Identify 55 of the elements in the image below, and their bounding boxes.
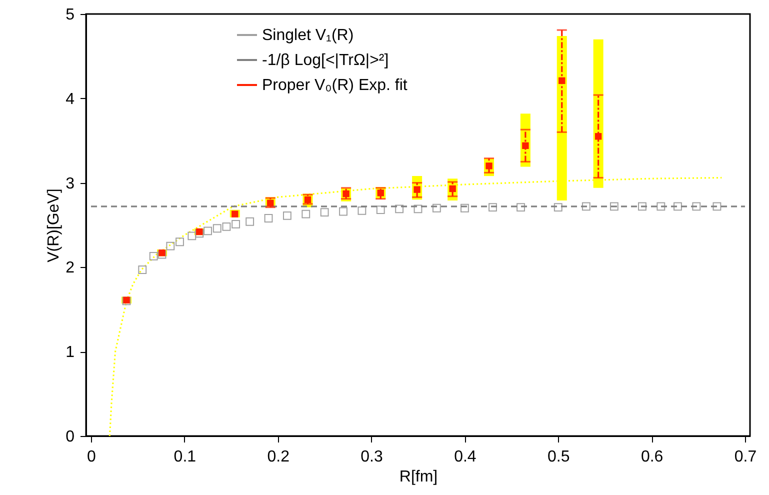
point [638, 202, 646, 211]
point [204, 226, 212, 236]
point [692, 202, 701, 211]
point [558, 77, 566, 84]
point [594, 133, 602, 140]
legend-label: -1/β Log[<|TrΩ|>²] [262, 52, 389, 69]
point [158, 250, 166, 259]
point [656, 202, 666, 211]
x-axis-title: R[fm] [399, 468, 438, 486]
x-tick-label: 0.3 [360, 448, 384, 466]
x-tick-label: 0.5 [548, 448, 570, 466]
point [460, 204, 469, 212]
point [195, 229, 204, 238]
point [395, 204, 404, 214]
point [246, 217, 254, 226]
point [414, 204, 422, 214]
point [176, 238, 184, 246]
y-tick-label: 5 [66, 6, 75, 24]
point [522, 142, 529, 150]
y-tick-label: 4 [66, 90, 75, 108]
point [376, 206, 385, 214]
y-tick-label: 2 [66, 260, 75, 277]
point [516, 203, 525, 212]
y-tick-label: 3 [66, 175, 75, 192]
point [188, 232, 196, 240]
point [712, 202, 722, 211]
point [264, 214, 273, 222]
point [320, 208, 329, 217]
point [166, 242, 175, 250]
x-tick-label: 0.4 [454, 448, 476, 466]
point [232, 220, 240, 228]
x-tick-label: 0.6 [640, 448, 664, 466]
y-axis-title: V(R)[GeV] [46, 188, 63, 262]
point [582, 202, 590, 211]
point [610, 202, 618, 211]
y-tick-label: 1 [66, 344, 75, 362]
point [282, 212, 292, 220]
point [222, 222, 231, 231]
legend-label: Proper V₀(R) Exp. fit [262, 77, 408, 94]
point [488, 203, 497, 212]
point [674, 202, 682, 211]
y-tick-label: 0 [66, 428, 75, 446]
legend-label: Singlet V₁(R) [262, 27, 354, 44]
point [358, 206, 366, 215]
point [554, 203, 562, 212]
point [432, 204, 441, 212]
x-tick-label: 0.1 [174, 448, 196, 466]
point [339, 207, 348, 216]
point [138, 266, 147, 274]
x-tick-label: 0.2 [267, 448, 290, 466]
point [149, 252, 158, 260]
x-tick-label: 0 [87, 448, 96, 466]
point [212, 224, 222, 233]
x-tick-label: 0.7 [734, 448, 757, 466]
point [302, 210, 310, 218]
